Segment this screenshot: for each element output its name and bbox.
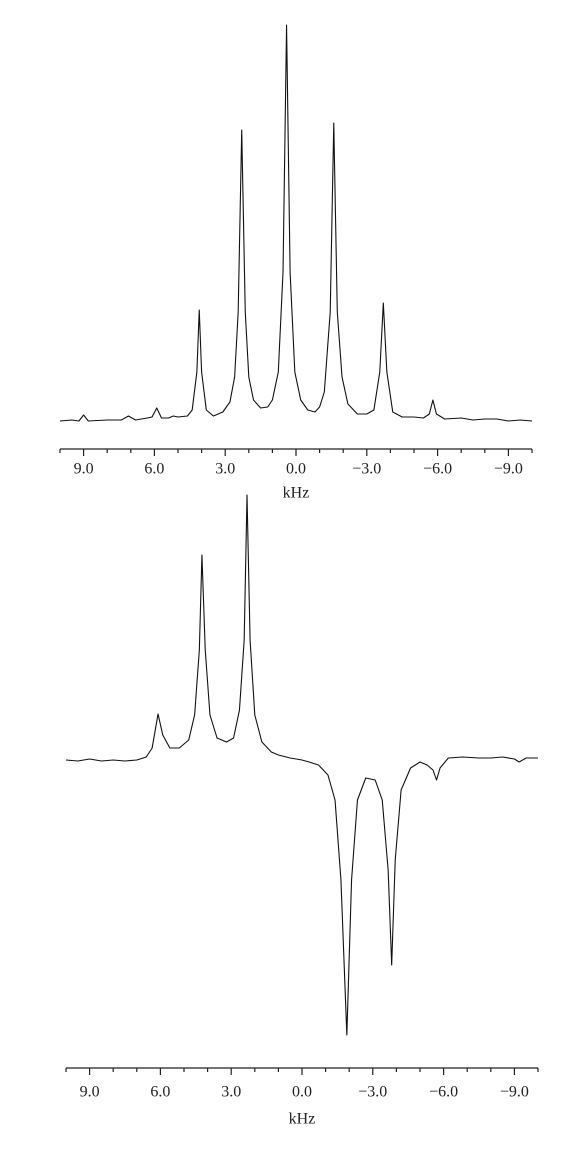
spectrum-line bbox=[59, 24, 533, 422]
x-tick-label: −6.0 bbox=[429, 1084, 458, 1101]
x-tick-label: −3.0 bbox=[352, 461, 381, 478]
x-tick-label: 0.0 bbox=[286, 461, 306, 478]
x-tick-label: −6.0 bbox=[423, 461, 452, 478]
x-tick-label: 3.0 bbox=[221, 1084, 241, 1101]
x-tick-label: −9.0 bbox=[500, 1084, 529, 1101]
x-tick-label: 3.0 bbox=[215, 461, 235, 478]
x-tick-label: −9.0 bbox=[494, 461, 523, 478]
x-axis-label: kHz bbox=[283, 485, 310, 502]
spectrum-line bbox=[65, 494, 538, 1036]
x-tick-label: 9.0 bbox=[80, 1084, 100, 1101]
x-tick-label: 6.0 bbox=[150, 1084, 170, 1101]
x-tick-label: 0.0 bbox=[292, 1084, 312, 1101]
x-tick-label: 6.0 bbox=[144, 461, 164, 478]
x-tick-label: −3.0 bbox=[358, 1084, 387, 1101]
x-axis-label: kHz bbox=[289, 1111, 316, 1128]
x-tick-label: 9.0 bbox=[74, 461, 94, 478]
